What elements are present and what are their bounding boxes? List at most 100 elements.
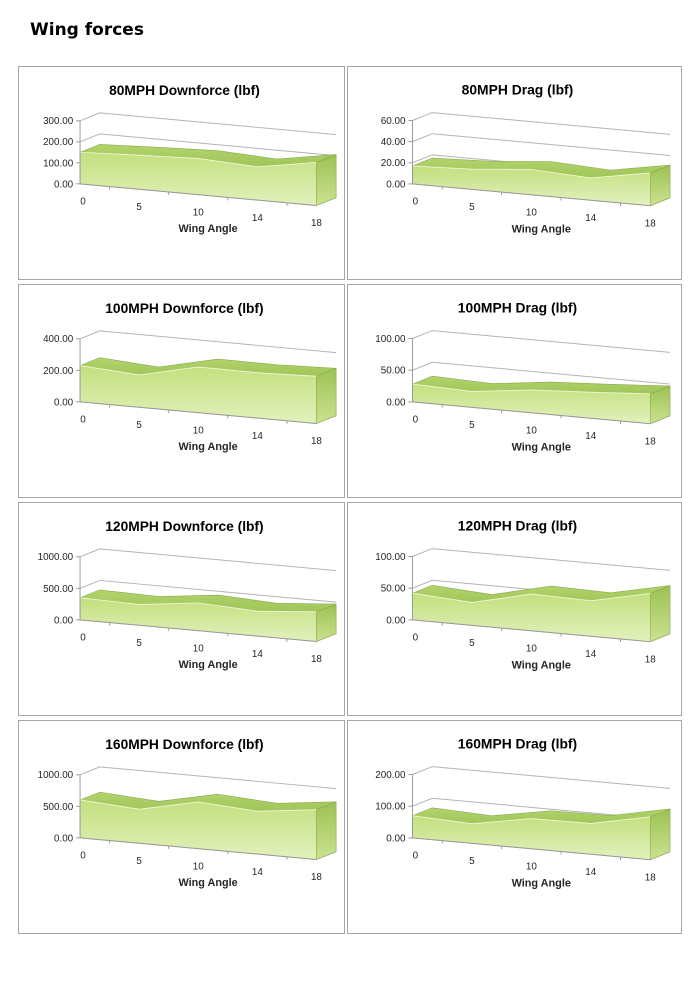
x-tick-label: 14 — [252, 431, 263, 442]
x-tick-label: 5 — [136, 202, 142, 213]
area-top-highlight — [79, 365, 317, 377]
x-axis — [80, 401, 317, 424]
area-chart-svg: 0.00 20.00 40.00 60.00 0 5 10 14 18 Wing Angle 80M… — [381, 82, 671, 235]
x-tick-label: 18 — [645, 436, 657, 447]
area-chart-svg: 0.00 100.00 200.00 0 5 10 14 18 Wing Angle 160MPH… — [375, 736, 671, 889]
x-tick-label: 0 — [80, 851, 86, 862]
x-axis-title: Wing Angle — [179, 223, 238, 235]
x-axis — [80, 619, 317, 642]
gridline — [79, 330, 337, 354]
x-axis — [412, 183, 651, 207]
y-tick-label: 0.00 — [386, 179, 406, 190]
x-tick-label: 0 — [80, 197, 86, 208]
x-axis-title: Wing Angle — [179, 877, 238, 889]
x-axis — [412, 837, 651, 861]
y-tick-label: 1000.00 — [38, 770, 74, 781]
x-tick-label: 18 — [311, 872, 322, 883]
gridline — [79, 133, 337, 157]
x-axis-title: Wing Angle — [179, 441, 238, 453]
area-top-highlight — [412, 165, 651, 179]
x-tick-label: 10 — [193, 425, 204, 436]
x-tick-label: 14 — [585, 431, 597, 442]
y-tick-label: 200.00 — [375, 770, 406, 781]
x-axis-title: Wing Angle — [179, 659, 238, 671]
x-axis-title: Wing Angle — [512, 223, 571, 235]
area-front-face — [412, 592, 651, 642]
area-top-highlight — [412, 383, 651, 395]
chart-panel-160mph-downforce-lbf[interactable]: 0.00 500.00 1000.00 0 5 10 14 18 Wing Angle 160MP… — [18, 720, 345, 934]
x-tick-label: 0 — [413, 415, 419, 426]
gridline — [412, 766, 671, 789]
gridline — [79, 579, 337, 603]
gridline — [79, 766, 337, 790]
y-tick-label: 0.00 — [386, 615, 406, 626]
y-tick-label: 0.00 — [54, 179, 74, 190]
x-tick-label: 10 — [526, 426, 538, 437]
area-top-highlight — [79, 799, 317, 812]
x-tick-label: 5 — [469, 638, 475, 649]
x-tick-label: 14 — [252, 867, 263, 878]
x-axis — [412, 401, 651, 425]
gridline — [412, 548, 671, 571]
y-tick-label: 500.00 — [43, 802, 74, 813]
x-tick-label: 5 — [136, 638, 142, 649]
gridline — [79, 112, 337, 136]
chart-panel-120mph-downforce-lbf[interactable]: 0.00 500.00 1000.00 0 5 10 14 18 Wing Angle 120MP… — [18, 502, 345, 716]
area-side-face — [649, 808, 671, 861]
x-axis — [80, 183, 317, 206]
y-tick-label: 100.00 — [375, 552, 406, 563]
area-chart-svg: 0.00 200.00 400.00 0 5 10 14 18 Wing Angle 100MPH… — [43, 301, 337, 453]
x-tick-label: 18 — [311, 654, 322, 665]
y-tick-label: 0.00 — [386, 397, 406, 408]
gridline — [412, 133, 671, 156]
x-tick-label: 18 — [311, 436, 322, 447]
chart-panel-80mph-downforce-lbf[interactable]: 0.00 100.00 200.00 300.00 0 5 10 14 18 Wing Angle… — [18, 66, 345, 280]
y-tick-label: 200.00 — [43, 366, 74, 377]
chart-title: 80MPH Downforce (lbf) — [109, 83, 260, 98]
x-axis — [80, 837, 317, 860]
chart-title: 160MPH Drag (lbf) — [458, 736, 577, 752]
x-axis-title: Wing Angle — [512, 441, 571, 453]
x-tick-label: 14 — [252, 213, 263, 224]
x-tick-label: 14 — [585, 213, 597, 224]
area-front-face — [412, 815, 651, 860]
y-tick-label: 1000.00 — [38, 552, 74, 563]
area-chart-svg: 0.00 50.00 100.00 0 5 10 14 18 Wing Angle 100MPH … — [375, 300, 671, 453]
chart-panel-160mph-drag-lbf[interactable]: 0.00 100.00 200.00 0 5 10 14 18 Wing Angle 160MPH… — [347, 720, 682, 934]
y-tick-label: 500.00 — [43, 584, 74, 595]
area-top-highlight — [412, 815, 651, 825]
area-top-highlight — [80, 151, 317, 168]
gridline — [412, 361, 671, 385]
chart-title: 80MPH Drag (lbf) — [462, 82, 574, 98]
chart-title: 100MPH Downforce (lbf) — [105, 301, 263, 316]
chart-panel-100mph-downforce-lbf[interactable]: 0.00 200.00 400.00 0 5 10 14 18 Wing Angle 100MPH… — [18, 284, 345, 498]
x-tick-label: 0 — [413, 633, 419, 644]
x-tick-label: 10 — [193, 643, 204, 654]
x-tick-label: 10 — [193, 207, 204, 218]
chart-title: 100MPH Drag (lbf) — [458, 300, 577, 316]
area-top-highlight — [80, 597, 317, 613]
chart-panel-120mph-drag-lbf[interactable]: 0.00 50.00 100.00 0 5 10 14 18 Wing Angle 120MPH … — [347, 502, 682, 716]
area-side-face — [316, 801, 337, 860]
area-side-face — [316, 367, 337, 424]
x-tick-label: 10 — [193, 861, 204, 872]
x-tick-label: 18 — [645, 654, 657, 665]
chart-panel-80mph-drag-lbf[interactable]: 0.00 20.00 40.00 60.00 0 5 10 14 18 Wing Angle 80M… — [347, 66, 682, 280]
x-axis — [412, 619, 651, 643]
x-tick-label: 18 — [311, 218, 322, 229]
y-tick-label: 20.00 — [381, 158, 406, 169]
x-tick-label: 0 — [80, 415, 86, 426]
y-tick-label: 400.00 — [43, 334, 74, 345]
chart-title: 120MPH Downforce (lbf) — [105, 519, 263, 534]
y-tick-label: 300.00 — [43, 116, 74, 127]
y-tick-label: 40.00 — [381, 137, 406, 148]
gridline — [412, 112, 671, 135]
y-tick-label: 0.00 — [54, 397, 74, 408]
charts-grid: 0.00 100.00 200.00 300.00 0 5 10 14 18 Wing Angle… — [18, 66, 698, 934]
x-tick-label: 5 — [136, 856, 142, 867]
chart-panel-100mph-drag-lbf[interactable]: 0.00 50.00 100.00 0 5 10 14 18 Wing Angle 100MPH … — [347, 284, 682, 498]
x-tick-label: 0 — [80, 633, 86, 644]
gridline — [412, 330, 671, 353]
area-side-face — [316, 154, 337, 206]
gridline — [412, 797, 671, 821]
